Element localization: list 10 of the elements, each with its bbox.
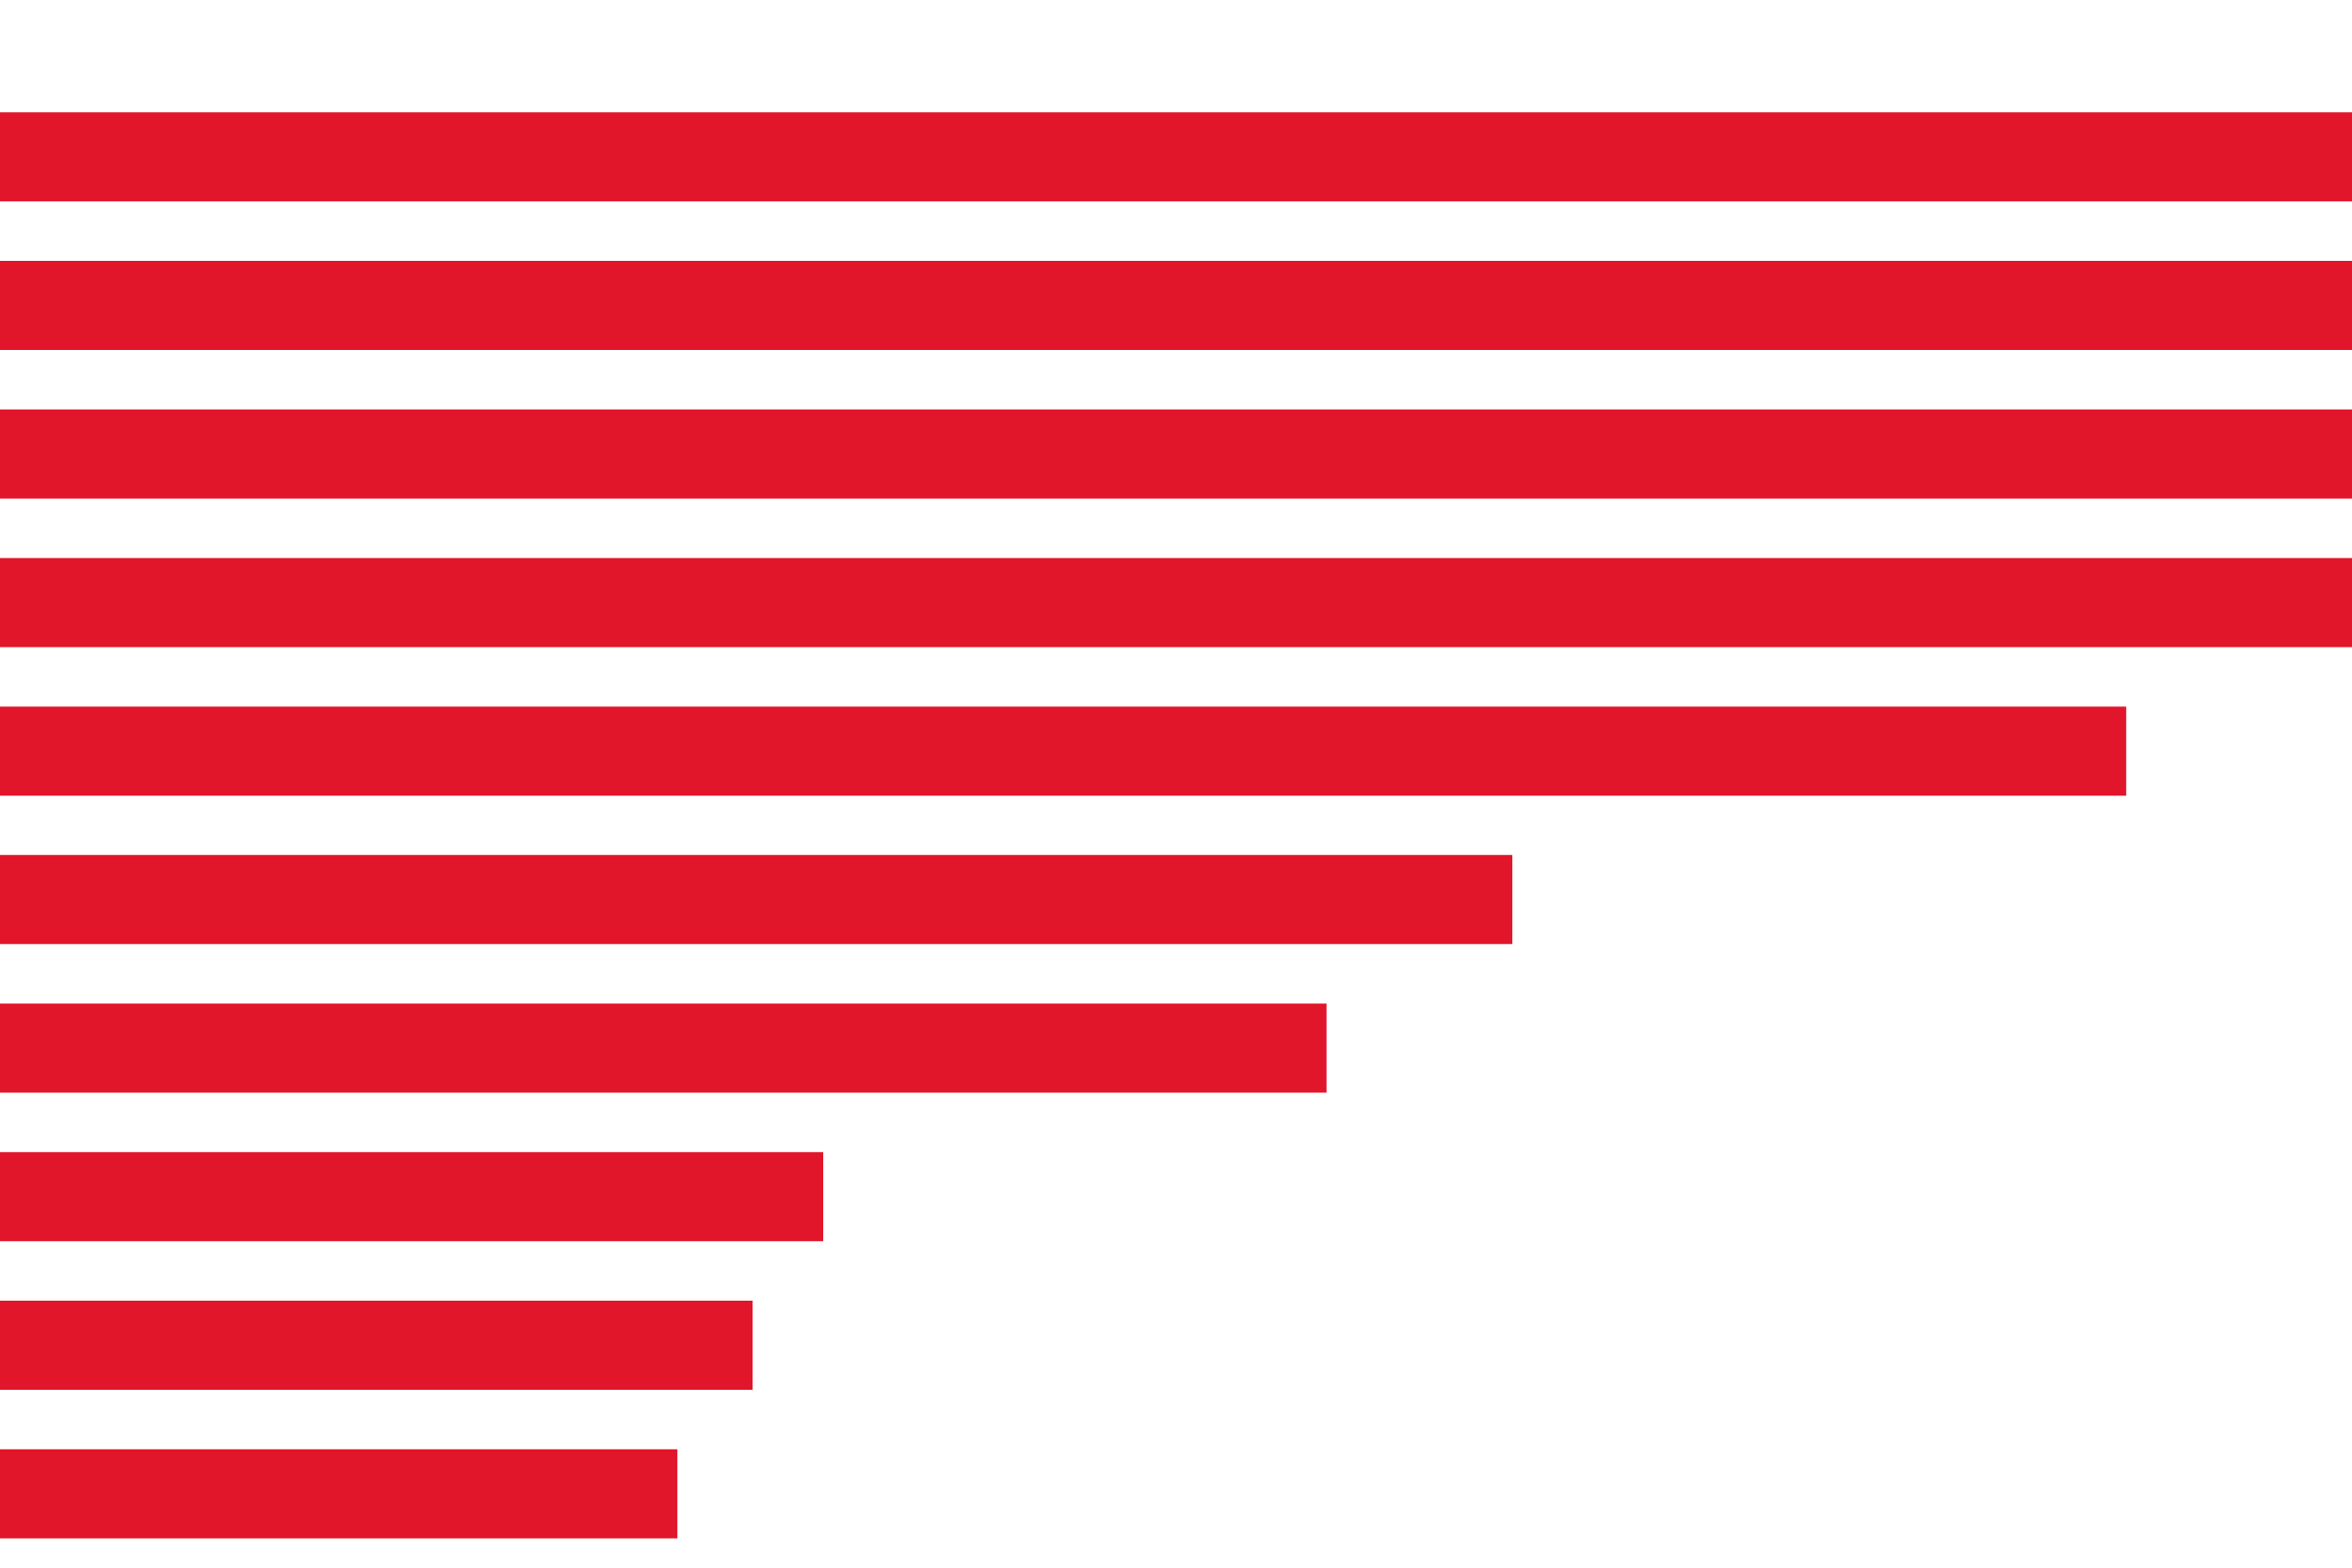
bar	[0, 706, 2127, 796]
bar	[0, 1300, 753, 1390]
bar	[0, 409, 2352, 499]
bar	[0, 1152, 823, 1242]
bar	[0, 1003, 1327, 1093]
bar	[0, 112, 2352, 202]
bar	[0, 854, 1513, 944]
bar	[0, 1449, 678, 1539]
bar	[0, 261, 2352, 351]
bar	[0, 558, 2352, 648]
